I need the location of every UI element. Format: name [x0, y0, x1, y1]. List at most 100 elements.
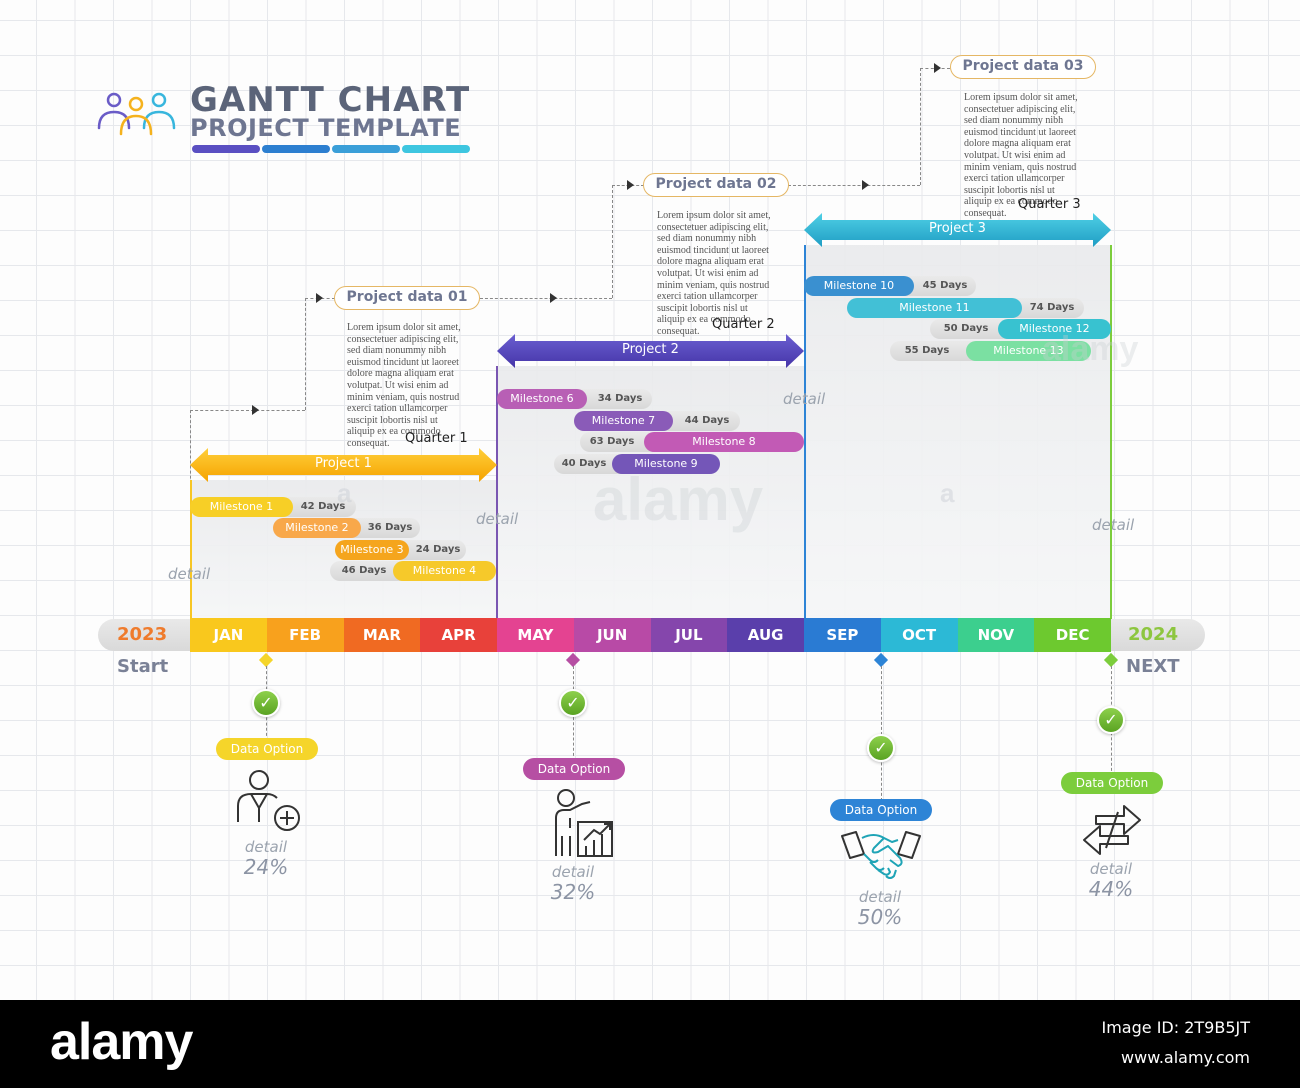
project-data-text: Lorem ipsum dolor sit amet, consectetuer…	[657, 210, 771, 337]
detail-label: detail	[168, 565, 211, 583]
month-cell: OCT	[880, 618, 958, 652]
connector-line	[920, 68, 921, 185]
arrowhead-icon	[862, 180, 869, 190]
month-strip: JAN FEB MAR APR MAY JUN JUL AUG SEP OCT …	[190, 618, 1111, 652]
milestone-duration: 55 Days	[890, 341, 986, 361]
footer-url: www.alamy.com	[1121, 1048, 1250, 1067]
project-1-arrow: Project 1	[190, 448, 497, 482]
month-cell: JUN	[573, 618, 651, 652]
option-detail: detail	[1089, 860, 1133, 878]
option-percent: 32%	[550, 880, 596, 904]
footer-image-id: Image ID: 2T9B5JT	[1101, 1018, 1251, 1037]
stock-footer: alamy Image ID: 2T9B5JT www.alamy.com	[0, 1000, 1300, 1088]
two-way-arrows-icon	[1083, 805, 1141, 855]
check-icon: ✓	[559, 689, 587, 717]
project-arrow-shape	[190, 448, 497, 482]
data-option-badge: Data Option	[216, 738, 318, 760]
add-user-icon	[237, 770, 300, 831]
detail-label: detail	[783, 390, 826, 408]
marker-diamond	[565, 652, 581, 668]
arrowhead-icon	[252, 405, 259, 415]
month-cell: FEB	[266, 618, 344, 652]
project-data-text: Lorem ipsum dolor sit amet, consectetuer…	[347, 322, 461, 449]
milestone-bar: Milestone 4	[393, 561, 496, 581]
presentation-growth-icon	[555, 789, 613, 857]
connector-line	[480, 298, 612, 299]
title-underline-segment	[402, 145, 470, 153]
milestone-bar: Milestone 12	[998, 319, 1111, 339]
month-cell: SEP	[804, 618, 881, 652]
end-label: NEXT	[1126, 656, 1180, 677]
month-cell: JAN	[190, 618, 267, 652]
title-underline-segment	[332, 145, 400, 153]
milestone-bar: Milestone 6	[497, 389, 587, 409]
milestone-bar: Milestone 8	[644, 432, 804, 452]
quarter-label: Quarter 3	[1018, 197, 1081, 212]
project-2-arrow: Project 2	[497, 334, 804, 368]
check-icon: ✓	[252, 689, 280, 717]
marker-diamond	[1103, 652, 1119, 668]
project-label: Project 1	[315, 456, 372, 471]
option-percent: 50%	[857, 905, 903, 929]
milestone-bar: Milestone 7	[574, 411, 673, 431]
milestone-bar: Milestone 10	[804, 276, 914, 296]
project-data-title: Project data 03	[950, 55, 1096, 79]
connector-line	[612, 185, 613, 298]
milestone-bar: Milestone 3	[335, 540, 409, 560]
check-icon: ✓	[867, 734, 895, 762]
connector-line	[881, 666, 882, 801]
quarter-label: Quarter 2	[712, 317, 775, 332]
detail-label: detail	[1092, 516, 1135, 534]
connector-line	[190, 410, 305, 411]
milestone-bar: Milestone 11	[847, 298, 1022, 318]
page-subtitle: PROJECT TEMPLATE	[190, 114, 462, 142]
option-percent: 24%	[243, 855, 289, 879]
data-option-badge: Data Option	[830, 799, 932, 821]
watermark: alamy	[593, 466, 764, 533]
arrowhead-icon	[934, 63, 941, 73]
milestone-bar: Milestone 2	[273, 518, 361, 538]
title-underline-segment	[262, 145, 330, 153]
project-label: Project 3	[929, 221, 986, 236]
project-data-title: Project data 01	[334, 286, 480, 310]
month-cell: NOV	[957, 618, 1035, 652]
panel-edge	[190, 480, 192, 620]
gantt-infographic: GANTT CHART PROJECT TEMPLATE Project dat…	[0, 0, 1300, 1000]
marker-diamond	[258, 652, 274, 668]
month-cell: AUG	[727, 618, 804, 652]
project-data-title: Project data 02	[643, 173, 789, 197]
start-year: 2023	[117, 624, 168, 645]
arrowhead-icon	[627, 180, 634, 190]
panel-edge	[496, 366, 498, 620]
marker-diamond	[873, 652, 889, 668]
month-cell: APR	[420, 618, 497, 652]
data-option-badge: Data Option	[1061, 772, 1163, 794]
panel-edge	[804, 245, 806, 620]
option-detail: detail	[244, 838, 288, 856]
start-label: Start	[117, 656, 169, 677]
title-underline-segment	[192, 145, 260, 153]
arrowhead-icon	[550, 293, 557, 303]
month-cell: DEC	[1034, 618, 1111, 652]
option-detail: detail	[551, 863, 595, 881]
milestone-duration: 24 Days	[390, 540, 466, 560]
connector-line	[305, 298, 306, 410]
data-option-badge: Data Option	[523, 758, 625, 780]
month-cell: MAR	[343, 618, 421, 652]
watermark: alamy	[1042, 330, 1139, 368]
project-arrow-shape	[804, 213, 1111, 247]
milestone-bar: Milestone 1	[190, 497, 293, 517]
check-icon: ✓	[1097, 706, 1125, 734]
project-3-arrow: Project 3	[804, 213, 1111, 247]
month-cell: JUL	[650, 618, 728, 652]
milestone-bar: Milestone 9	[612, 454, 720, 474]
footer-logo: alamy	[50, 1013, 193, 1071]
milestone-duration: 44 Days	[650, 411, 740, 431]
project-data-text: Lorem ipsum dolor sit amet, consectetuer…	[964, 92, 1078, 219]
handshake-icon	[841, 831, 921, 879]
end-year: 2024	[1128, 624, 1179, 645]
panel-edge	[1110, 245, 1112, 620]
option-percent: 44%	[1088, 877, 1134, 901]
quarter-label: Quarter 1	[405, 431, 468, 446]
connector-line	[788, 185, 920, 186]
